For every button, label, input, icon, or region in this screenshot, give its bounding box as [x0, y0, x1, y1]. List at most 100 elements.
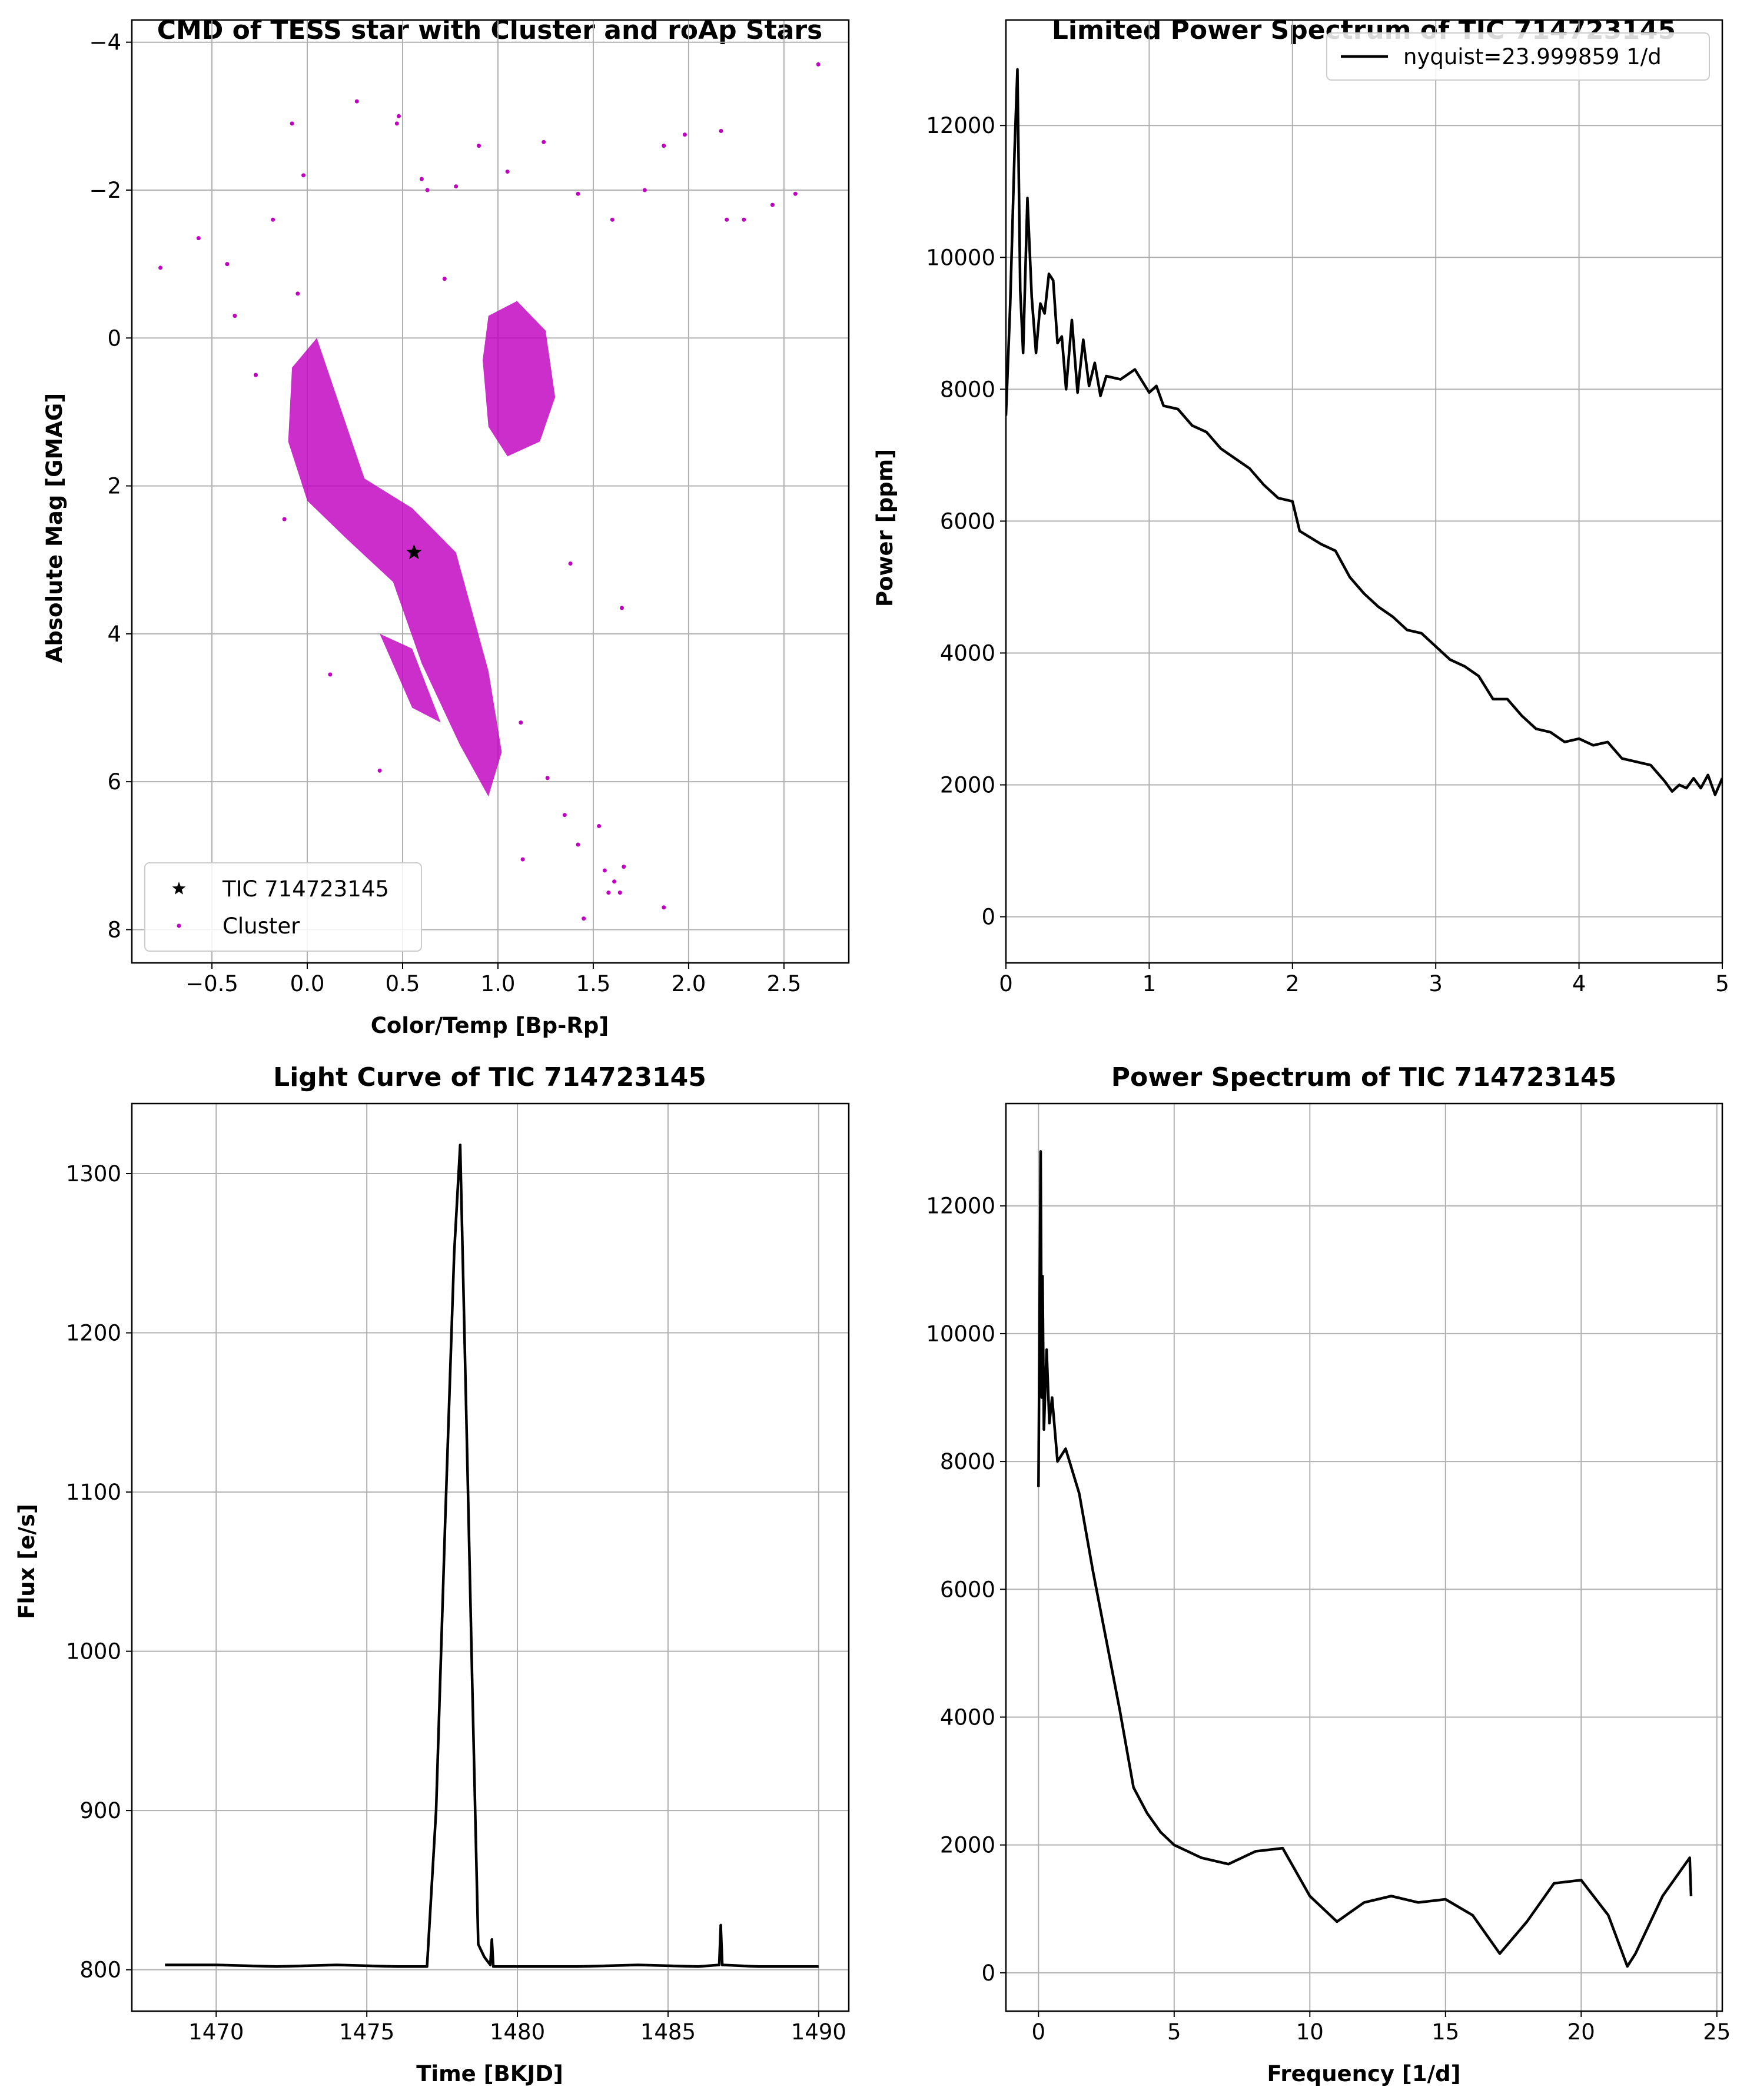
cluster-point: [582, 916, 586, 921]
cluster-point: [419, 177, 424, 181]
x-axis-label: Time [BKJD]: [416, 2061, 563, 2086]
y-tick-label: 4000: [940, 640, 995, 666]
legend-label: nyquist=23.999859 1/d: [1403, 44, 1662, 69]
axes-frame: [131, 1102, 850, 2012]
cluster-point: [622, 865, 626, 869]
x-tick-label: −0.5: [185, 971, 238, 996]
legend-label-target: TIC 714723145: [222, 876, 389, 902]
y-tick-label: 1300: [66, 1161, 121, 1187]
cmd-panel: CMD of TESS star with Cluster and roAp S…: [42, 15, 850, 1038]
x-tick-label: 15: [1432, 2019, 1459, 2045]
x-tick-label: 5: [1167, 2019, 1181, 2045]
cluster-point: [282, 517, 287, 521]
cluster-point: [662, 905, 666, 910]
cluster-point: [442, 277, 447, 281]
cluster-point: [610, 217, 615, 222]
target-star-point: [406, 544, 422, 559]
y-tick-label: 800: [79, 1958, 121, 1983]
cluster-point: [225, 262, 230, 267]
cluster-point: [542, 139, 546, 144]
cluster-point: [562, 813, 567, 818]
x-tick-label: 20: [1567, 2019, 1595, 2045]
cluster-point: [612, 879, 617, 884]
y-tick-label: 2000: [940, 773, 995, 798]
y-axis-label: Flux [e/s]: [14, 1504, 39, 1619]
cluster-point: [816, 62, 821, 67]
cluster-density: [288, 338, 502, 797]
cluster-point: [642, 188, 647, 192]
cluster-point: [254, 373, 258, 377]
x-tick-label: 2: [1286, 971, 1300, 996]
y-tick-label: 8000: [940, 1449, 995, 1474]
x-tick-label: 1.0: [481, 971, 516, 996]
legend-box: [144, 862, 422, 952]
x-tick-label: 2.0: [671, 971, 706, 996]
legend-label-cluster: Cluster: [222, 913, 300, 939]
y-tick-label: 12000: [926, 1194, 995, 1219]
cluster-point: [505, 170, 510, 174]
y-tick-label: 8: [107, 917, 121, 942]
cluster-point: [597, 824, 602, 829]
cluster-point: [328, 672, 333, 677]
y-tick-label: 1000: [66, 1639, 121, 1664]
y-tick-label: 10000: [926, 1321, 995, 1347]
y-tick-label: −2: [89, 178, 121, 203]
x-tick-label: 1485: [640, 2019, 696, 2045]
x-axis-label: Frequency [1/d]: [1267, 2061, 1460, 2086]
cluster-point: [354, 99, 359, 104]
cluster-point: [301, 173, 306, 178]
limited-power-spectrum-panel: Limited Power Spectrum of TIC 714723145 …: [872, 15, 1729, 996]
y-tick-label: 6000: [940, 509, 995, 534]
cluster-point: [519, 720, 523, 725]
cluster-point: [394, 121, 399, 126]
cluster-point: [425, 188, 430, 192]
y-tick-label: 10000: [926, 245, 995, 270]
spectrum-series-line: [1037, 1150, 1693, 1968]
axes-frame: [1005, 1102, 1723, 2012]
x-tick-label: 1480: [490, 2019, 545, 2045]
cluster-point: [295, 291, 300, 296]
cluster-point: [397, 114, 401, 118]
x-tick-label: 1490: [791, 2019, 846, 2045]
legend-box: [1326, 32, 1710, 81]
y-tick-label: 0: [107, 325, 121, 351]
x-tick-label: 0: [999, 971, 1013, 996]
chart-title: Light Curve of TIC 714723145: [273, 1062, 706, 1092]
cluster-point: [606, 890, 611, 895]
cluster-point: [682, 132, 687, 137]
cluster-point: [377, 768, 382, 773]
chart-title: Power Spectrum of TIC 714723145: [1111, 1062, 1617, 1092]
x-tick-label: 25: [1703, 2019, 1731, 2045]
y-tick-label: 12000: [926, 113, 995, 138]
x-tick-label: 0.5: [386, 971, 420, 996]
y-axis-label: Absolute Mag [GMAG]: [42, 393, 67, 663]
light-curve-series-line: [165, 1144, 819, 1968]
y-tick-label: 2000: [940, 1833, 995, 1858]
x-tick-label: 4: [1572, 971, 1586, 996]
cluster-point: [271, 217, 275, 222]
y-tick-label: 0: [981, 1961, 995, 1986]
y-tick-label: 1100: [66, 1480, 121, 1505]
y-tick-label: −4: [89, 30, 121, 55]
y-tick-label: 6: [107, 769, 121, 795]
y-tick-label: 2: [107, 474, 121, 499]
data-layer: [1037, 1150, 1693, 1968]
axes-frame: [1005, 19, 1723, 964]
data-layer: [165, 1144, 819, 1968]
cluster-point: [545, 776, 550, 780]
x-tick-label: 1: [1142, 971, 1157, 996]
y-tick-label: 1200: [66, 1321, 121, 1346]
cluster-point: [477, 144, 481, 148]
cluster-point: [719, 128, 723, 133]
x-tick-label: 1475: [339, 2019, 394, 2045]
light-curve-panel: Light Curve of TIC 714723145 Time [BKJD]…: [14, 1062, 850, 2086]
y-tick-label: 4000: [940, 1704, 995, 1730]
x-tick-label: 10: [1296, 2019, 1324, 2045]
cluster-point: [617, 890, 622, 895]
x-tick-label: 5: [1715, 971, 1729, 996]
legend-cluster-marker: [177, 923, 181, 928]
data-layer: [158, 62, 821, 921]
x-tick-label: 0: [1032, 2019, 1046, 2045]
y-tick-label: 900: [79, 1798, 121, 1823]
y-tick-label: 4: [107, 622, 121, 647]
